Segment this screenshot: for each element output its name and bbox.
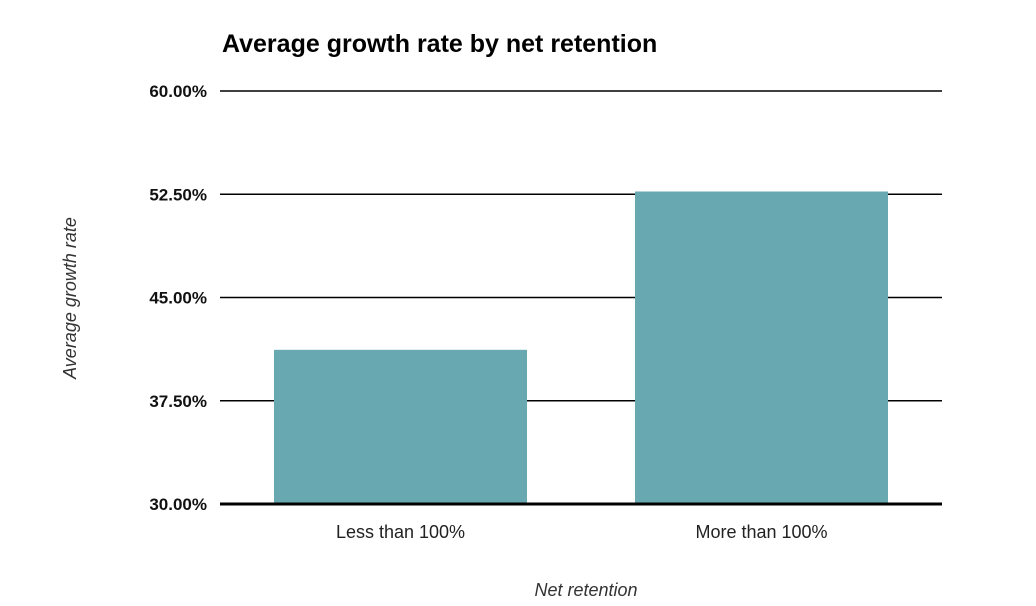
x-tick-label: Less than 100% xyxy=(336,522,465,542)
bars xyxy=(274,191,888,504)
y-tick-label: 37.50% xyxy=(149,392,207,411)
bar xyxy=(635,191,888,504)
y-tick-label: 52.50% xyxy=(149,185,207,204)
x-tick-label: More than 100% xyxy=(695,522,827,542)
y-tick-label: 30.00% xyxy=(149,495,207,514)
y-tick-label: 60.00% xyxy=(149,82,207,101)
bar xyxy=(274,349,527,504)
chart-title: Average growth rate by net retention xyxy=(222,30,657,58)
x-tick-labels: Less than 100% More than 100% xyxy=(336,522,828,542)
y-axis-label: Average growth rate xyxy=(60,217,80,380)
y-tick-labels: 30.00% 37.50% 45.00% 52.50% 60.00% xyxy=(149,82,207,514)
x-axis-label: Net retention xyxy=(534,580,637,600)
y-tick-label: 45.00% xyxy=(149,289,207,308)
